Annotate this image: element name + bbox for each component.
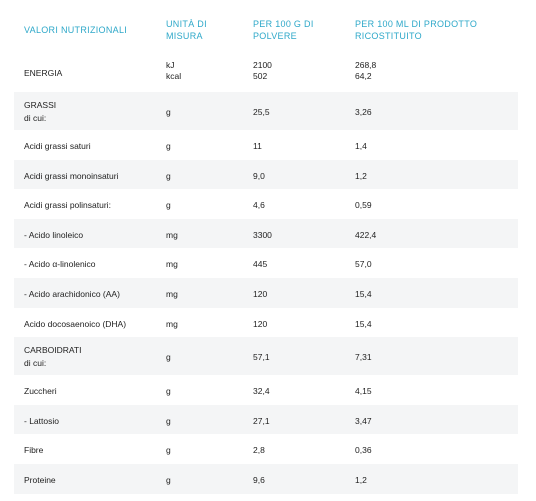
row-shading xyxy=(14,337,518,376)
table-row: Proteine g 9,6 1,2 xyxy=(0,463,536,494)
row-unit: g xyxy=(166,415,171,426)
row-per-100g: 120 xyxy=(253,288,268,299)
row-unit: mg xyxy=(166,288,178,299)
row-unit: mg xyxy=(166,318,178,329)
row-unit: mg xyxy=(166,259,178,270)
row-per-100ml: 0,59 xyxy=(355,200,372,211)
row-per-100ml: 7,31 xyxy=(355,352,372,363)
row-name: - Lattosio xyxy=(24,415,59,426)
row-per-100g: 32,4 xyxy=(253,386,270,397)
row-name: Fibre xyxy=(24,445,44,456)
table-row: Acidi grassi polinsaturi: g 4,6 0,59 xyxy=(0,189,536,219)
row-shading xyxy=(14,277,518,308)
table-row: Acidi grassi saturi g 11 1,4 xyxy=(0,130,536,160)
table-row: - Acido arachidonico (AA) mg 120 15,4 xyxy=(0,277,536,308)
row-unit: g xyxy=(166,352,171,363)
row-subtitle: di cui: xyxy=(24,358,47,369)
row-per-100g: 9,6 xyxy=(253,474,265,485)
row-unit: mg xyxy=(166,229,178,240)
row-per-100g-line1: 2100 xyxy=(253,60,272,70)
row-subtitle: di cui: xyxy=(24,113,47,123)
row-name: Proteine xyxy=(24,474,56,485)
row-per-100g: 445 xyxy=(253,259,268,270)
row-per-100g-line2: 502 xyxy=(253,71,268,81)
row-per-100ml: 0,36 xyxy=(355,445,372,456)
row-per-100ml: 268,8 64,2 xyxy=(355,60,376,82)
row-name: Acidi grassi saturi xyxy=(24,141,91,151)
row-per-100g: 57,1 xyxy=(253,352,270,363)
row-per-100g: 25,5 xyxy=(253,107,270,117)
row-name: - Acido arachidonico (AA) xyxy=(24,288,120,299)
row-per-100ml: 4,15 xyxy=(355,386,372,397)
row-name-group: GRASSI di cui: xyxy=(24,100,56,124)
row-shading xyxy=(14,159,518,190)
row-per-100g: 27,1 xyxy=(253,415,270,426)
row-per-100ml: 15,4 xyxy=(355,288,372,299)
row-per-100ml-line2: 64,2 xyxy=(355,71,372,81)
row-shading xyxy=(14,463,518,494)
row-unit: g xyxy=(166,386,171,397)
row-per-100ml: 1,4 xyxy=(355,141,367,151)
row-per-100ml: 15,4 xyxy=(355,318,372,329)
row-per-100g: 9,0 xyxy=(253,170,265,181)
row-per-100g: 4,6 xyxy=(253,200,265,211)
row-name: - Acido α-linolenico xyxy=(24,259,96,270)
row-shading xyxy=(14,404,518,435)
row-name: Acidi grassi monoinsaturi xyxy=(24,170,119,181)
header-per-100ml: PER 100 ML DI PRODOTTO RICOSTITUITO xyxy=(355,19,478,41)
row-name-group: CARBOIDRATI di cui: xyxy=(24,345,81,369)
row-unit: g xyxy=(166,200,171,211)
table-row: Acido docosaenoico (DHA) mg 120 15,4 xyxy=(0,308,536,338)
row-per-100ml: 57,0 xyxy=(355,259,372,270)
table-row: Acidi grassi monoinsaturi g 9,0 1,2 xyxy=(0,159,536,190)
table-row: CARBOIDRATI di cui: g 57,1 7,31 xyxy=(0,337,536,376)
table-row: Zuccheri g 32,4 4,15 xyxy=(0,375,536,405)
row-per-100g: 2,8 xyxy=(253,445,265,456)
row-per-100ml-line1: 268,8 xyxy=(355,60,377,70)
row-unit: g xyxy=(166,445,171,456)
header-per-100g: PER 100 G DI POLVERE xyxy=(253,19,314,41)
row-unit: g xyxy=(166,474,171,485)
table-row: GRASSI di cui: g 25,5 3,26 xyxy=(0,92,536,130)
row-per-100ml: 1,2 xyxy=(355,170,367,181)
row-name: - Acido linoleico xyxy=(24,229,84,240)
row-per-100g: 2100 502 xyxy=(253,60,272,82)
row-per-100g: 120 xyxy=(253,318,268,329)
header-nutritional-values: VALORI NUTRIZIONALI xyxy=(24,25,128,35)
row-per-100g: 3300 xyxy=(253,229,272,240)
row-per-100g: 11 xyxy=(253,141,262,151)
row-shading xyxy=(14,92,518,130)
row-name: Acido docosaenoico (DHA) xyxy=(24,318,127,329)
table-row: - Lattosio g 27,1 3,47 xyxy=(0,404,536,435)
table-row: - Acido linoleico mg 3300 422,4 xyxy=(0,218,536,249)
row-unit: g xyxy=(166,170,171,181)
row-per-100ml: 422,4 xyxy=(355,229,377,240)
row-name: Zuccheri xyxy=(24,386,57,397)
row-unit-line1: kJ xyxy=(166,60,175,70)
row-name: CARBOIDRATI xyxy=(24,345,82,356)
row-per-100ml: 3,47 xyxy=(355,415,372,426)
table-row: Fibre g 2,8 0,36 xyxy=(0,434,536,464)
row-unit-line2: kcal xyxy=(166,71,182,81)
header-unit: UNITÀ DI MISURA xyxy=(166,19,207,41)
table-row: ENERGIA kJ kcal 2100 502 268,8 64,2 xyxy=(0,56,536,92)
row-name: Acidi grassi polinsaturi: xyxy=(24,200,111,211)
table-header: VALORI NUTRIZIONALI UNITÀ DI MISURA PER … xyxy=(0,0,536,56)
row-unit: kJ kcal xyxy=(166,60,181,82)
row-name: ENERGIA xyxy=(24,68,63,78)
row-per-100ml: 3,26 xyxy=(355,107,372,117)
row-shading xyxy=(14,218,518,249)
row-per-100ml: 1,2 xyxy=(355,474,367,485)
row-name: GRASSI xyxy=(24,100,57,110)
table-row: - Acido α-linolenico mg 445 57,0 xyxy=(0,248,536,278)
row-unit: g xyxy=(166,107,171,117)
row-unit: g xyxy=(166,141,171,151)
